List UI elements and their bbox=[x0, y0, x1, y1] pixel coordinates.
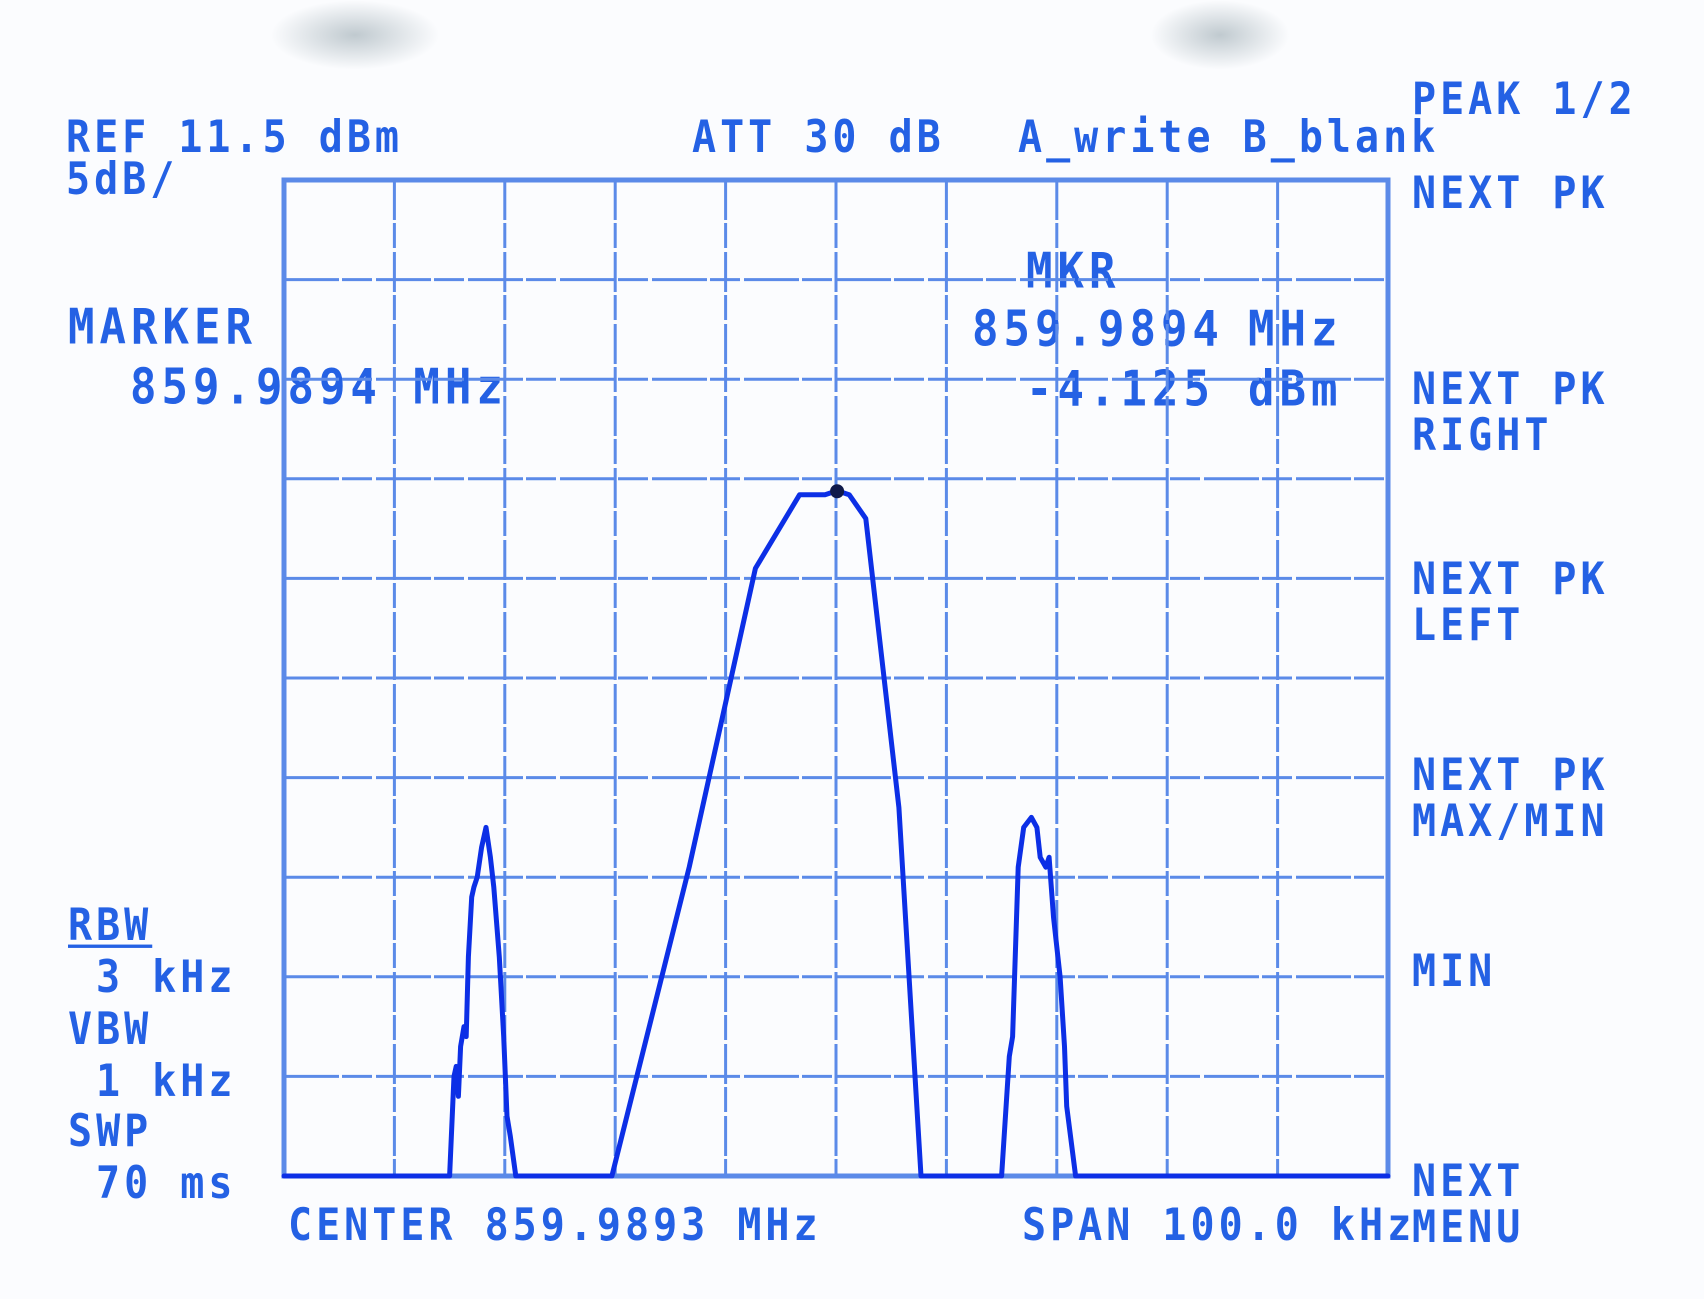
softkey-menu-title: PEAK 1/2 bbox=[1412, 73, 1637, 126]
marker-readout-amplitude-unit: dBm bbox=[1248, 360, 1343, 418]
softkey-next-peak-left-line1: NEXT PK bbox=[1412, 553, 1609, 606]
softkey-next-peak-max-min-line1: NEXT PK bbox=[1412, 749, 1609, 802]
peak-marker bbox=[830, 484, 845, 499]
smudge-left bbox=[270, 0, 440, 70]
attenuation-label: ATT 30 dB bbox=[692, 111, 945, 164]
marker-readout-frequency: 859.9894 bbox=[972, 300, 1224, 358]
softkey-next-peak-left-line2: LEFT bbox=[1412, 599, 1525, 652]
rbw-label: RBW bbox=[68, 899, 153, 952]
marker-frequency: 859.9894 MHz bbox=[130, 358, 508, 416]
vbw-label: VBW bbox=[68, 1003, 153, 1056]
softkey-next-peak-right-line1: NEXT PK bbox=[1412, 363, 1609, 416]
scale-label: 5dB/ bbox=[66, 153, 179, 206]
marker-readout-frequency-unit: MHz bbox=[1248, 300, 1343, 358]
softkey-next-menu-line2: MENU bbox=[1412, 1201, 1525, 1254]
rbw-value: 3 kHz bbox=[96, 951, 237, 1004]
center-frequency-label: CENTER 859.9893 MHz bbox=[288, 1199, 822, 1252]
swp-value: 70 ms bbox=[96, 1157, 237, 1210]
marker-label: MARKER bbox=[68, 298, 257, 356]
softkey-next-menu-line1: NEXT bbox=[1412, 1155, 1525, 1208]
smudge-right bbox=[1150, 0, 1290, 70]
spectrum-trace-0 bbox=[281, 488, 1391, 1179]
span-label: SPAN 100.0 kHz bbox=[1022, 1199, 1416, 1252]
ref-level-label: REF 11.5 dBm bbox=[66, 111, 403, 164]
softkey-min-line1: MIN bbox=[1412, 945, 1497, 998]
softkey-next-peak-line1: NEXT PK bbox=[1412, 167, 1609, 220]
marker-readout-title: MKR bbox=[1026, 242, 1121, 300]
trace-mode-label: A_write B_blank bbox=[1018, 111, 1440, 164]
swp-label: SWP bbox=[68, 1105, 153, 1158]
softkey-next-peak-max-min-line2: MAX/MIN bbox=[1412, 795, 1609, 848]
softkey-next-peak-right-line2: RIGHT bbox=[1412, 409, 1553, 462]
vbw-value: 1 kHz bbox=[96, 1055, 237, 1108]
